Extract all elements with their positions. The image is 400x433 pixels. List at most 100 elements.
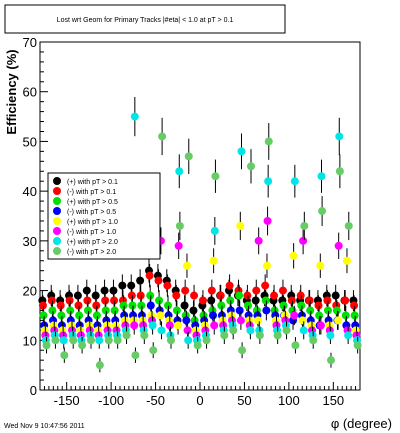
data-point bbox=[128, 301, 137, 310]
data-point bbox=[287, 296, 296, 305]
data-point bbox=[75, 311, 84, 320]
series bbox=[42, 117, 362, 373]
data-point bbox=[335, 132, 344, 141]
data-point bbox=[316, 321, 325, 330]
data-point bbox=[140, 331, 149, 340]
data-point bbox=[261, 281, 270, 290]
data-point bbox=[82, 286, 91, 295]
data-point bbox=[137, 301, 146, 310]
data-point bbox=[190, 291, 199, 300]
y-tick-label: 70 bbox=[23, 35, 37, 50]
data-point bbox=[184, 336, 193, 345]
legend-label: (+) with pT > 0.1 bbox=[67, 179, 118, 186]
data-point bbox=[101, 296, 110, 305]
legend-label: (-) with pT > 2.0 bbox=[67, 249, 116, 256]
y-tick-label: 0 bbox=[30, 383, 37, 398]
data-point bbox=[127, 291, 136, 300]
data-point bbox=[182, 261, 191, 270]
data-point bbox=[217, 301, 226, 310]
data-point bbox=[306, 306, 315, 315]
data-point bbox=[136, 291, 145, 300]
data-point bbox=[237, 147, 246, 156]
data-point bbox=[296, 291, 305, 300]
data-point bbox=[290, 177, 299, 186]
legend-marker bbox=[53, 247, 61, 255]
data-point bbox=[56, 301, 65, 310]
data-point bbox=[174, 241, 183, 250]
legend-marker bbox=[53, 197, 61, 205]
data-point bbox=[42, 341, 51, 350]
axes: 0 10 20 30 40 50 60 70 -150 -100 -50 0 50 100 150 bbox=[23, 35, 361, 408]
data-marks bbox=[38, 96, 362, 373]
data-point bbox=[235, 291, 244, 300]
data-point bbox=[262, 261, 271, 270]
data-point bbox=[291, 341, 300, 350]
timestamp: Wed Nov 9 10:47:56 2011 bbox=[4, 423, 85, 430]
data-point bbox=[95, 336, 104, 345]
x-tick-label: 100 bbox=[278, 393, 300, 408]
legend-label: (+) with pT > 1.0 bbox=[67, 219, 118, 226]
data-point bbox=[282, 326, 291, 335]
y-axis-label: Efficiency (%) bbox=[4, 49, 19, 134]
data-point bbox=[145, 271, 154, 280]
data-point bbox=[289, 251, 298, 260]
y-tick-label: 50 bbox=[23, 134, 37, 149]
data-point bbox=[146, 301, 155, 310]
data-point bbox=[263, 216, 272, 225]
data-point bbox=[175, 221, 184, 230]
data-point bbox=[60, 351, 69, 360]
y-tick-label: 10 bbox=[23, 333, 37, 348]
data-point bbox=[154, 276, 163, 285]
x-tick-label: 50 bbox=[237, 393, 251, 408]
data-point bbox=[83, 306, 92, 315]
data-point bbox=[73, 291, 82, 300]
data-point bbox=[110, 306, 119, 315]
data-point bbox=[92, 301, 101, 310]
data-point bbox=[51, 336, 60, 345]
data-point bbox=[309, 336, 318, 345]
data-point bbox=[172, 306, 181, 315]
legend: (+) with pT > 0.1 (-) with pT > 0.1 (+) wi… bbox=[53, 177, 118, 256]
data-point bbox=[189, 306, 198, 315]
data-point bbox=[146, 291, 155, 300]
data-point bbox=[104, 336, 113, 345]
data-point bbox=[344, 331, 353, 340]
legend-marker bbox=[53, 187, 61, 195]
data-point bbox=[209, 311, 218, 320]
x-tick-label: -50 bbox=[146, 393, 165, 408]
data-point bbox=[57, 311, 66, 320]
data-point bbox=[110, 296, 119, 305]
data-point bbox=[182, 316, 191, 325]
x-tick-label: 150 bbox=[322, 393, 344, 408]
x-tick-label: 0 bbox=[196, 393, 203, 408]
data-point bbox=[207, 286, 216, 295]
series bbox=[41, 96, 362, 349]
data-point bbox=[342, 256, 351, 265]
legend-label: (-) with pT > 0.5 bbox=[67, 209, 116, 216]
data-point bbox=[243, 301, 252, 310]
data-point bbox=[163, 281, 172, 290]
data-point bbox=[252, 286, 261, 295]
data-point bbox=[136, 276, 145, 285]
data-point bbox=[101, 306, 110, 315]
data-point bbox=[279, 301, 288, 310]
legend-box bbox=[47, 172, 161, 260]
data-point bbox=[209, 256, 218, 265]
x-tick-label: -100 bbox=[98, 393, 124, 408]
data-point bbox=[92, 311, 101, 320]
data-point bbox=[316, 261, 325, 270]
data-point bbox=[344, 221, 353, 230]
title-box bbox=[4, 4, 286, 34]
legend-label: (-) with pT > 1.0 bbox=[67, 229, 116, 236]
data-point bbox=[238, 346, 247, 355]
data-point bbox=[225, 281, 234, 290]
y-tick-label: 60 bbox=[23, 85, 37, 100]
data-point bbox=[305, 296, 314, 305]
y-tick-label: 20 bbox=[23, 284, 37, 299]
data-point bbox=[350, 311, 359, 320]
data-point bbox=[341, 311, 350, 320]
data-point bbox=[47, 296, 56, 305]
data-point bbox=[48, 306, 57, 315]
data-point bbox=[180, 301, 189, 310]
data-point bbox=[235, 306, 244, 315]
